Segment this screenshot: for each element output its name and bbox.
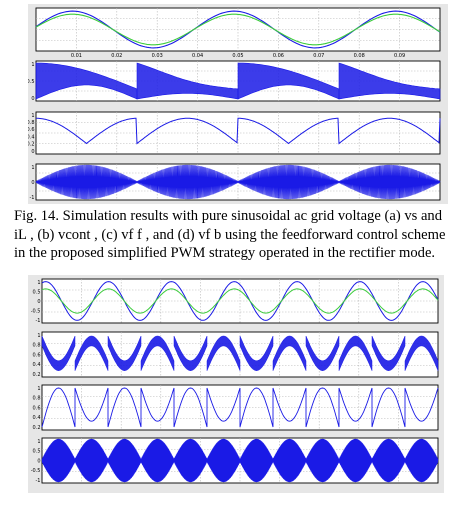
- y-tick-label: 1: [31, 165, 34, 171]
- y-tick-label: 0.8: [28, 120, 35, 126]
- panel-bottom-c: 1 0.8 0.6 0.4 0.2: [33, 384, 439, 431]
- y-tick-label: -1: [36, 478, 41, 484]
- y-tick-label: 0.8: [33, 396, 41, 402]
- y-tick-label: 0.8: [33, 343, 41, 349]
- x-tick-label: 0.05: [232, 53, 243, 59]
- y-tick-label: 0.5: [33, 449, 41, 455]
- caption-line-2: iL , (b) vcont , (c) vf f , and (d) vf b…: [14, 226, 446, 243]
- y-tick-label: 0: [37, 299, 40, 305]
- x-tick-label: 0.01: [71, 53, 82, 59]
- y-tick-label: 1: [37, 439, 40, 445]
- y-tick-label: 0.4: [33, 415, 41, 421]
- filled-arch: [305, 335, 340, 371]
- y-tick-label: 0.4: [33, 362, 41, 368]
- filled-arch: [338, 335, 373, 371]
- y-tick-label: 0.6: [28, 127, 35, 133]
- y-tick-label: 0: [31, 149, 34, 155]
- filled-arch: [41, 335, 76, 371]
- x-tick-label: 0.06: [273, 53, 284, 59]
- panel-top-c: 10.80.60.4 0.20: [28, 111, 441, 155]
- y-tick-label: -1: [30, 195, 35, 201]
- caption-line-3: in the proposed simplified PWM strategy …: [14, 245, 436, 261]
- y-tick-label: 0: [37, 458, 40, 464]
- figure-top: 0.01 0.02 0.03 0.04 0.05 0.06 0.07 0.08 0.09 10.…: [28, 4, 448, 204]
- filled-arch: [140, 335, 175, 371]
- y-tick-label: -1: [36, 318, 41, 324]
- y-tick-label: 1: [31, 62, 34, 68]
- series-line: [41, 438, 439, 483]
- filled-arch: [107, 335, 142, 371]
- y-tick-label: 0: [31, 96, 34, 102]
- filled-arch: [272, 335, 307, 371]
- panel-bottom-b: 1 0.8 0.6 0.4 0.2: [33, 331, 439, 378]
- x-tick-label: 0.03: [152, 53, 163, 59]
- y-tick-label: -0.5: [31, 468, 41, 474]
- y-tick-label: 0.6: [33, 405, 41, 411]
- y-tick-label: 0: [31, 180, 34, 186]
- y-tick-label: 0.5: [33, 289, 41, 295]
- x-tick-label: 0.08: [354, 53, 365, 59]
- filled-arch: [371, 335, 406, 371]
- y-tick-label: 1: [37, 333, 40, 339]
- filled-arch: [206, 335, 241, 371]
- x-tick-label: 0.07: [313, 53, 324, 59]
- y-tick-label: -0.5: [31, 308, 41, 314]
- y-tick-label: 0.2: [28, 142, 35, 148]
- y-tick-label: 0.5: [28, 79, 35, 85]
- y-tick-label: 0.6: [33, 352, 41, 358]
- series-line: [35, 164, 441, 200]
- y-tick-label: 1: [37, 386, 40, 392]
- figure-bottom: 10.50-0.5-1 10.80.60.40.2 10.80.60.40.2 …: [28, 275, 444, 493]
- filled-segment: [338, 62, 441, 100]
- series-line-1: [41, 288, 439, 314]
- panel-bottom-d: 1 0.5 0 -0.5 -1: [31, 437, 439, 484]
- filled-arch: [239, 335, 274, 371]
- panel-bottom-a: 1 0.5 0 -0.5 -1: [31, 278, 439, 324]
- panel-top-a: 0.01 0.02 0.03 0.04 0.05 0.06 0.07 0.08 0.09: [35, 7, 441, 59]
- x-tick-label: 0.09: [394, 53, 405, 59]
- y-tick-label: 1: [37, 280, 40, 286]
- y-tick-label: 1: [31, 113, 34, 119]
- figure-caption: Fig. 14. Simulation results with pure si…: [14, 207, 464, 263]
- series-line-0: [41, 281, 439, 321]
- filled-arch: [404, 335, 439, 371]
- y-tick-label: 0.2: [33, 425, 41, 431]
- series-line-1: [35, 13, 441, 46]
- panel-top-d: 1 0 -1: [30, 163, 441, 201]
- y-tick-label: 0.2: [33, 372, 41, 378]
- filled-arch: [173, 335, 208, 371]
- y-tick-label: 0.4: [28, 134, 35, 140]
- filled-arch: [74, 335, 109, 371]
- series-line: [41, 387, 439, 428]
- x-tick-label: 0.02: [111, 53, 122, 59]
- series-line: [36, 117, 441, 145]
- caption-line-1: Fig. 14. Simulation results with pure si…: [14, 208, 443, 224]
- panel-top-b: 10.50: [28, 60, 441, 102]
- x-tick-label: 0.04: [192, 53, 203, 59]
- series-line-0: [35, 10, 441, 49]
